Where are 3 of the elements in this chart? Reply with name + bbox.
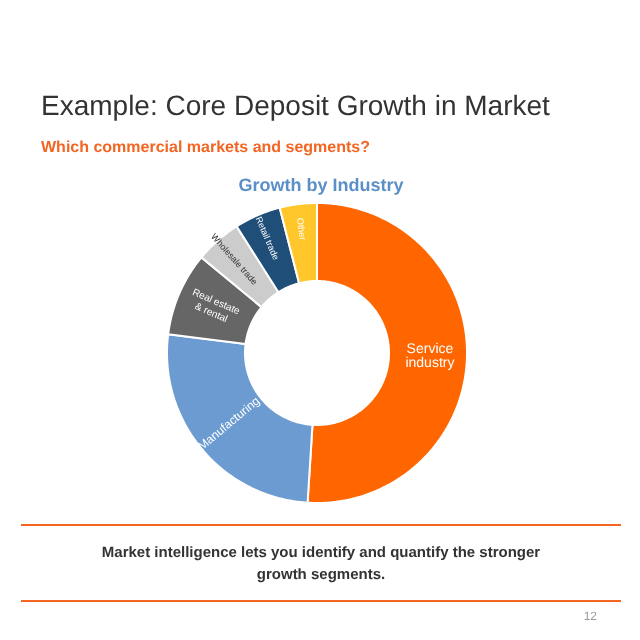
text: Growth by Industry (238, 175, 404, 195)
chart-subtitle: Which commercial markets and segments? (41, 138, 371, 156)
chart-title: Example: Core Deposit Growth in Market (41, 89, 551, 121)
